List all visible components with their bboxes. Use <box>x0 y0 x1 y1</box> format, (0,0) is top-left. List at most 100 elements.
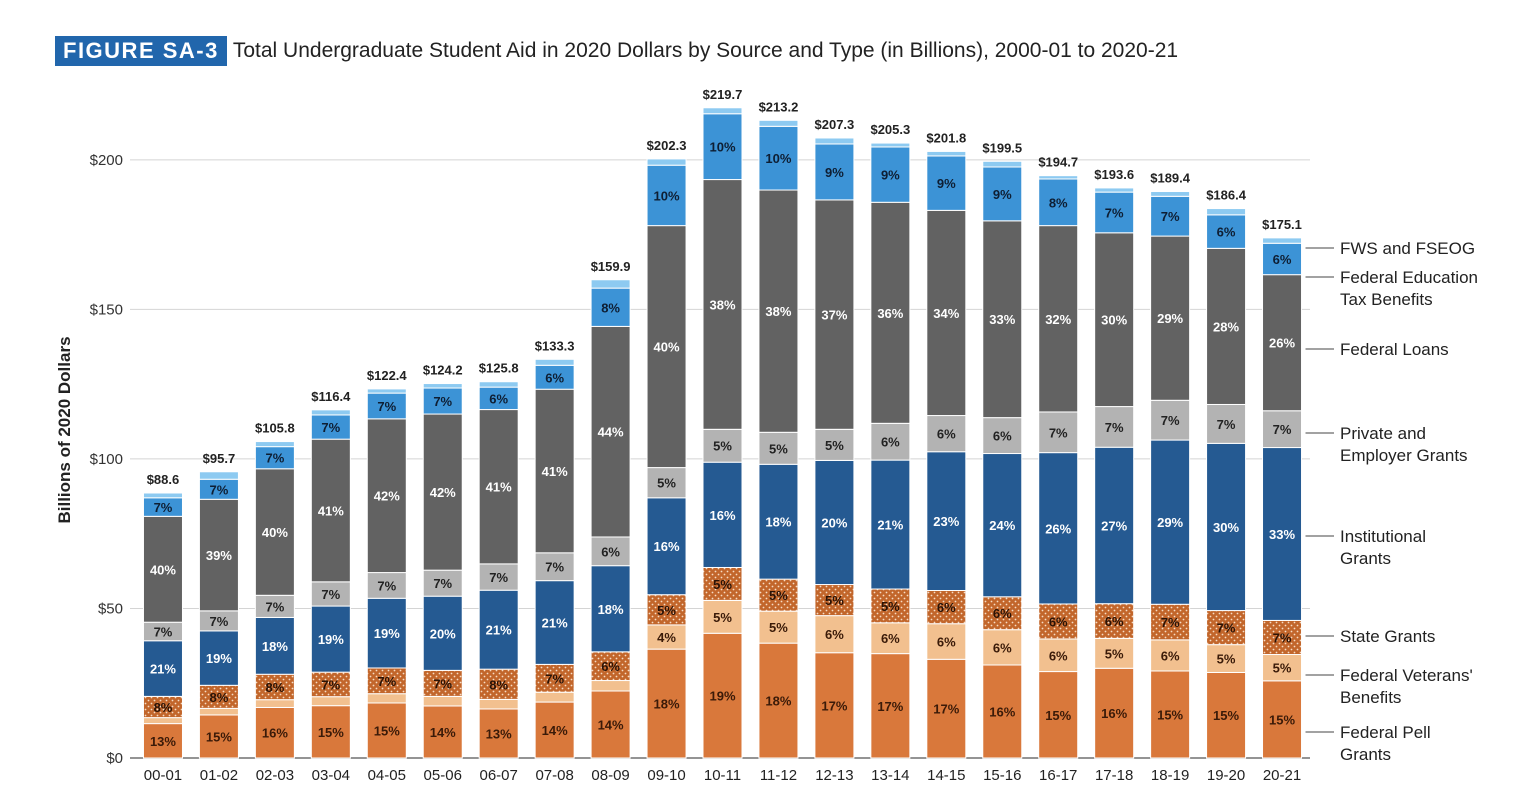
segment-label-private: 7% <box>1273 422 1292 437</box>
bar-segment-fws <box>1038 175 1079 180</box>
bar-segment-tax <box>926 155 967 211</box>
bar-segment-institutional <box>702 461 743 568</box>
bar-segment-private <box>422 569 463 597</box>
bar-segment-fws <box>142 492 183 499</box>
segment-label-tax: 10% <box>765 151 791 166</box>
bar-segment-fws <box>646 158 687 166</box>
segment-label-pell: 15% <box>1213 708 1239 723</box>
bar-segment-pell <box>478 708 519 759</box>
legend-label-veterans: Benefits <box>1340 688 1401 707</box>
segment-label-private: 7% <box>1105 420 1124 435</box>
bar-segment-veterans <box>366 693 407 704</box>
segment-label-tax: 7% <box>1105 205 1124 220</box>
bar-segment-pell <box>310 705 351 759</box>
bar-segment-tax <box>870 146 911 203</box>
segment-label-loans: 39% <box>206 548 232 563</box>
bar-total-label: $186.4 <box>1206 188 1247 203</box>
segment-label-private: 7% <box>210 614 229 629</box>
segment-label-private: 5% <box>769 441 788 456</box>
segment-label-tax: 10% <box>709 140 735 155</box>
bar-total-label: $213.2 <box>759 99 799 114</box>
segment-label-state: 6% <box>937 600 956 615</box>
bar-segment-loans <box>478 409 519 565</box>
segment-label-state: 5% <box>713 577 732 592</box>
segment-label-tax: 6% <box>1217 225 1236 240</box>
segment-label-loans: 41% <box>486 480 512 495</box>
segment-label-state: 6% <box>1105 614 1124 629</box>
bar-segment-institutional <box>814 459 855 586</box>
bar-segment-pell <box>366 702 407 759</box>
bar-segment-state <box>702 566 743 601</box>
bar-segment-veterans <box>1150 639 1191 672</box>
segment-label-loans: 34% <box>933 306 959 321</box>
bar-segment-loans <box>646 225 687 469</box>
segment-label-tax: 8% <box>1049 195 1068 210</box>
segment-label-state: 7% <box>321 677 340 692</box>
segment-label-institutional: 18% <box>262 639 288 654</box>
segment-label-state: 6% <box>1049 614 1068 629</box>
bar-segment-private <box>366 572 407 599</box>
segment-label-pell: 13% <box>486 726 512 741</box>
x-tick-label: 08-09 <box>591 767 629 784</box>
bar-segment-loans <box>982 220 1023 419</box>
bar-segment-veterans <box>1206 644 1247 673</box>
bar-segment-private <box>926 415 967 453</box>
bar-segment-fws <box>478 381 519 388</box>
segment-label-pell: 14% <box>542 723 568 738</box>
segment-label-loans: 38% <box>709 297 735 312</box>
bar-total-label: $205.3 <box>870 122 910 137</box>
bar-segment-pell <box>590 690 631 759</box>
segment-label-veterans: 5% <box>1217 652 1236 667</box>
segment-label-institutional: 21% <box>150 662 176 677</box>
bar-segment-loans <box>926 209 967 417</box>
x-tick-label: 13-14 <box>871 767 909 784</box>
segment-label-pell: 14% <box>598 718 624 733</box>
segment-label-private: 7% <box>321 587 340 602</box>
segment-label-state: 7% <box>1273 630 1292 645</box>
bar-segment-tax <box>1206 214 1247 249</box>
segment-label-loans: 42% <box>374 489 400 504</box>
segment-label-tax: 6% <box>1273 252 1292 267</box>
legend-label-pell: Grants <box>1340 745 1391 764</box>
bar-total-label: $193.6 <box>1094 167 1134 182</box>
segment-label-veterans: 5% <box>1273 661 1292 676</box>
x-tick-label: 03-04 <box>312 767 350 784</box>
y-tick-label: $50 <box>98 600 123 617</box>
bar-segment-institutional <box>366 597 407 669</box>
bar-segment-pell <box>422 705 463 759</box>
bar-segment-veterans <box>982 629 1023 666</box>
bar-segment-pell <box>1262 680 1303 759</box>
segment-label-private: 7% <box>1217 417 1236 432</box>
bar-segment-veterans <box>870 622 911 655</box>
bar-segment-fws <box>926 150 967 157</box>
segment-label-loans: 29% <box>1157 311 1183 326</box>
legend-label-institutional: Grants <box>1340 549 1391 568</box>
bar-segment-veterans <box>758 610 799 644</box>
segment-label-institutional: 23% <box>933 514 959 529</box>
bar-segment-private <box>702 428 743 463</box>
segment-label-veterans: 4% <box>657 630 676 645</box>
x-tick-label: 04-05 <box>368 767 406 784</box>
segment-label-institutional: 24% <box>989 518 1015 533</box>
bar-segment-fws <box>534 358 575 366</box>
legend-label-private: Private and <box>1340 424 1426 443</box>
bar-segment-state <box>1206 610 1247 646</box>
bar-total-label: $194.7 <box>1038 155 1078 170</box>
bar-segment-pell <box>1038 671 1079 759</box>
y-tick-label: $0 <box>106 750 123 767</box>
bar-segment-fws <box>870 142 911 148</box>
segment-label-tax: 9% <box>937 176 956 191</box>
bar-segment-institutional <box>982 453 1023 598</box>
segment-label-tax: 9% <box>825 165 844 180</box>
segment-label-institutional: 19% <box>318 632 344 647</box>
segment-label-veterans: 6% <box>881 631 900 646</box>
segment-label-pell: 15% <box>1157 707 1183 722</box>
bar-total-label: $105.8 <box>255 421 295 436</box>
bar-segment-pell <box>702 632 743 759</box>
x-tick-label: 07-08 <box>535 767 573 784</box>
x-tick-label: 15-16 <box>983 767 1021 784</box>
segment-label-pell: 15% <box>374 723 400 738</box>
x-tick-label: 09-10 <box>647 767 685 784</box>
bar-segment-pell <box>1094 667 1135 759</box>
